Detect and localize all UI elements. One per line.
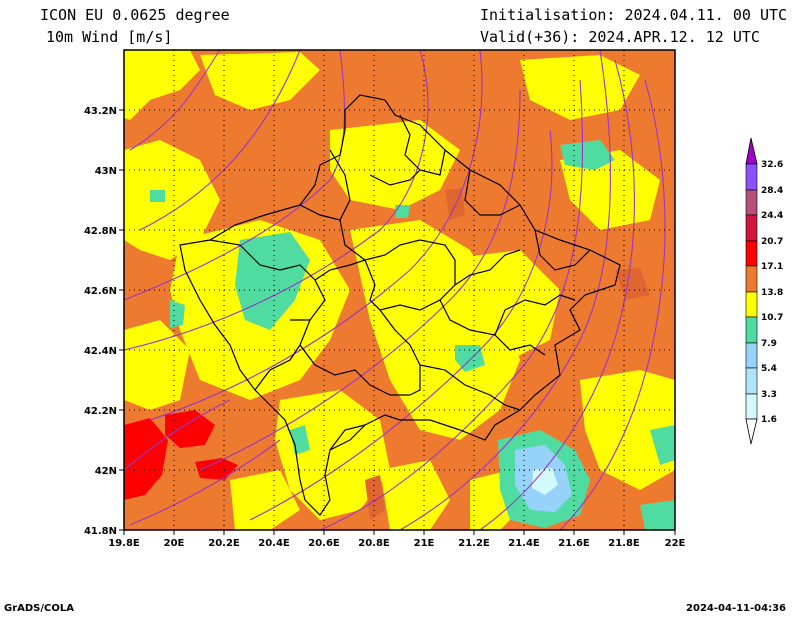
lat-label: 43N [95,166,117,177]
init-time: Initialisation: 2024.04.11. 00 UTC [480,6,788,24]
legend-swatch [745,316,758,344]
color-legend: 32.6 28.4 24.4 20.7 17.1 13.8 10.7 7.9 5… [745,137,783,445]
lon-label: 21.4E [508,538,540,549]
valid-time: Valid(+36): 2024.APR.12. 12 UTC [480,28,760,46]
lat-label: 42.8N [84,226,117,237]
legend-label: 24.4 [761,211,783,221]
field-title: 10m Wind [m/s] [46,28,173,46]
lon-label: 21E [414,538,435,549]
legend-bottom-arrow [745,418,758,445]
legend-swatch [745,214,758,242]
legend-swatch [745,367,758,395]
lon-label: 20.2E [208,538,240,549]
legend-swatch [745,163,758,191]
legend-label: 17.1 [761,262,783,272]
lon-label: 19.8E [108,538,140,549]
lat-label: 41.8N [84,526,117,537]
footer-timestamp: 2024-04-11-04:36 [686,603,786,614]
legend-label: 5.4 [761,364,777,374]
legend-swatch [745,393,758,420]
legend-label: 7.9 [761,339,777,349]
lon-label: 21.8E [608,538,640,549]
lon-labels: 19.8E 20E 20.2E 20.4E 20.6E 20.8E 21E 21… [108,538,685,549]
model-title: ICON EU 0.0625 degree [40,6,230,24]
footer-credit: GrADS/COLA [4,603,74,614]
lat-label: 43.2N [84,106,117,117]
lat-label: 42.2N [84,406,117,417]
admin-borders [179,94,621,516]
lat-label: 42.4N [84,346,117,357]
lon-label: 20.6E [308,538,340,549]
lon-label: 20E [164,538,185,549]
wind-band-red [124,410,238,500]
legend-swatch [745,240,758,267]
legend-label: 3.3 [761,390,777,400]
legend-label: 20.7 [761,237,783,247]
legend-label: 10.7 [761,313,783,323]
legend-swatch [745,342,758,369]
lat-label: 42.6N [84,286,117,297]
axis-ticks [119,109,676,535]
legend-top-arrow [745,137,758,165]
lat-labels: 43.2N 43N 42.8N 42.6N 42.4N 42.2N 42N 41… [84,106,117,537]
lon-label: 22E [665,538,686,549]
legend-label: 13.8 [761,288,783,298]
legend-label: 32.6 [761,160,783,170]
lon-label: 21.6E [558,538,590,549]
wind-band-palecyan [532,468,558,495]
legend-swatch [745,291,758,318]
wind-band-yellow [124,50,675,530]
legend-swatch [745,189,758,216]
wind-map: 19.8E 20E 20.2E 20.4E 20.6E 20.8E 21E 21… [84,49,783,549]
legend-swatch [745,265,758,293]
lon-label: 20.8E [358,538,390,549]
streamlines [124,50,666,530]
lon-label: 21.2E [458,538,490,549]
legend-label: 1.6 [761,415,777,425]
legend-label: 28.4 [761,186,783,196]
lon-label: 20.4E [258,538,290,549]
lat-label: 42N [95,466,117,477]
graticule [124,50,675,530]
